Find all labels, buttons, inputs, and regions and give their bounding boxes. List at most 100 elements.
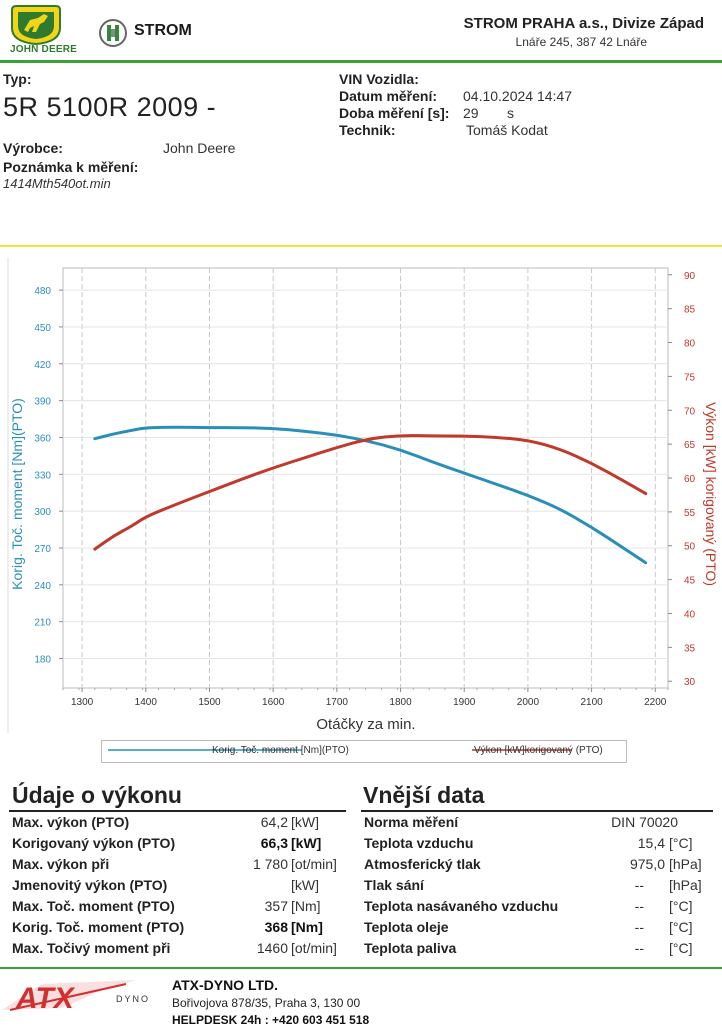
- perf-row-unit: [kW]: [291, 835, 322, 851]
- ext-row-value: 975,0: [629, 856, 665, 872]
- ext-row-label: Atmosferický tlak: [364, 856, 481, 872]
- perf-row-unit: [ot/min]: [291, 856, 337, 872]
- y-left-tick-label: 180: [34, 655, 51, 666]
- footer-company-name: ATX-DYNO LTD.: [172, 977, 279, 993]
- y-right-tick-label: 45: [684, 576, 696, 587]
- y-right-tick-label: 35: [684, 643, 696, 654]
- x-tick-label: 1600: [262, 697, 285, 708]
- perf-row-unit: [Nm]: [291, 898, 321, 914]
- header-divider: [0, 60, 722, 63]
- y-right-tick-label: 60: [684, 474, 696, 485]
- strom-logo-icon: [98, 18, 128, 53]
- ext-row-label: Teplota vzduchu: [364, 835, 474, 851]
- x-tick-label: 1900: [453, 697, 476, 708]
- y-right-tick-label: 80: [684, 339, 696, 350]
- y-right-tick-label: 75: [684, 372, 696, 383]
- chart-legend: Korig. Toč. moment [Nm](PTO) Výkon [kW]k…: [101, 740, 627, 763]
- ext-row-unit: [°C]: [669, 940, 693, 956]
- ext-row-label: Tlak sání: [364, 877, 424, 893]
- series-line-power: [93, 434, 648, 551]
- legend-power-label: Výkon [kW]korigovaný (PTO): [474, 745, 603, 756]
- company-name: STROM PRAHA a.s., Divize Západ: [463, 15, 704, 32]
- perf-row-unit: [kW]: [291, 814, 319, 830]
- perf-row-value: 368: [264, 919, 288, 935]
- x-tick-label: 1800: [389, 697, 412, 708]
- x-tick-label: 1700: [326, 697, 349, 708]
- footer-address: Bořivojova 878/35, Praha 3, 130 00: [172, 996, 361, 1010]
- y-left-tick-label: 420: [34, 360, 51, 371]
- x-tick-label: 2000: [517, 697, 540, 708]
- ext-row-unit: [°C]: [669, 835, 693, 851]
- ext-title-underline: [361, 810, 713, 812]
- ext-row-unit: [°C]: [669, 898, 693, 914]
- company-address: Lnáře 245, 387 42 Lnáře: [515, 35, 647, 49]
- yellow-divider: [0, 245, 722, 247]
- ext-row-label: Teplota paliva: [364, 940, 457, 956]
- perf-row-label: Max. Točivý moment při: [12, 940, 171, 956]
- perf-row-value: 64,2: [260, 814, 288, 830]
- y-right-tick-label: 70: [684, 406, 696, 417]
- y-left-tick-label: 210: [34, 618, 51, 629]
- y-left-tick-label: 270: [34, 544, 51, 555]
- tech-value: Tomáš Kodat: [466, 122, 548, 138]
- perf-row-unit: [kW]: [291, 877, 319, 893]
- perf-row-unit: [Nm]: [291, 919, 323, 935]
- y-left-tick-label: 450: [34, 323, 51, 334]
- ext-row-label: Teplota nasávaného vzduchu: [364, 898, 559, 914]
- ext-row-value: DIN 70020: [611, 814, 678, 830]
- y-left-tick-label: 360: [34, 433, 51, 444]
- note-label: Poznámka k měření:: [3, 159, 139, 175]
- y-left-tick-label: 330: [34, 470, 51, 481]
- ext-row-value: --: [634, 898, 644, 914]
- ext-row-label: Teplota oleje: [364, 919, 449, 935]
- john-deere-logo-icon: [10, 4, 62, 56]
- x-tick-label: 1500: [198, 697, 221, 708]
- ext-row-label: Norma měření: [364, 814, 459, 830]
- y-right-tick-label: 50: [684, 542, 696, 553]
- perf-row-value: 66,3: [260, 835, 288, 851]
- perf-row-label: Korigovaný výkon (PTO): [12, 835, 176, 851]
- perf-row-label: Max. výkon (PTO): [12, 814, 130, 830]
- model-name: 5R 5100R 2009 -: [3, 92, 217, 122]
- maker-value: John Deere: [163, 140, 236, 156]
- y-left-tick-label: 300: [34, 507, 51, 518]
- y-right-tick-label: 30: [684, 677, 696, 688]
- x-axis-label: Otáčky za min.: [316, 716, 415, 733]
- footer-helpdesk: HELPDESK 24h : +420 603 451 518: [172, 1013, 370, 1027]
- x-tick-label: 1300: [71, 697, 94, 708]
- power-torque-chart: 1300 1400 1500 1600 1700 1800 1900 2000 2100 2200…: [0, 258, 722, 733]
- y-left-tick-label: 240: [34, 581, 51, 592]
- y-right-tick-label: 55: [684, 508, 696, 519]
- y-right-tick-label: 90: [684, 271, 696, 282]
- y-left-tick-label: 390: [34, 397, 51, 408]
- x-tick-label: 2200: [644, 697, 667, 708]
- ext-row-unit: [hPa]: [669, 856, 702, 872]
- dyno-logo-text: DYNO: [116, 994, 150, 1004]
- y-right-tick-label: 65: [684, 440, 696, 451]
- date-value: 04.10.2024 14:47: [463, 88, 572, 104]
- date-label: Datum měření:: [339, 88, 438, 104]
- perf-row-unit: [ot/min]: [291, 940, 337, 956]
- note-value: 1414Mth540ot.min: [3, 176, 111, 191]
- perf-row-value: 1 780: [252, 856, 288, 872]
- type-label: Typ:: [3, 71, 32, 87]
- perf-row-label: Korig. Toč. moment (PTO): [12, 919, 185, 935]
- footer-divider: [0, 967, 722, 969]
- perf-row-value: 1460: [256, 940, 288, 956]
- ext-title: Vnější data: [363, 782, 485, 808]
- x-tick-label: 2100: [580, 697, 603, 708]
- series-line-torque: [93, 425, 648, 565]
- atx-dyno-logo-icon: ATX DYNO: [2, 978, 167, 1019]
- y-right-tick-label: 85: [684, 305, 696, 316]
- perf-row-value: 357: [264, 898, 288, 914]
- strom-text: STROM: [134, 22, 192, 39]
- ext-row-unit: [°C]: [669, 919, 693, 935]
- duration-unit: s: [507, 105, 514, 121]
- ext-row-value: 15,4: [637, 835, 665, 851]
- maker-label: Výrobce:: [3, 140, 63, 156]
- duration-value: 29: [463, 105, 479, 121]
- perf-title: Údaje o výkonu: [12, 782, 182, 808]
- ext-row-value: --: [634, 940, 644, 956]
- tech-label: Technik:: [339, 122, 396, 138]
- legend-torque-label: Korig. Toč. moment [Nm](PTO): [212, 745, 349, 756]
